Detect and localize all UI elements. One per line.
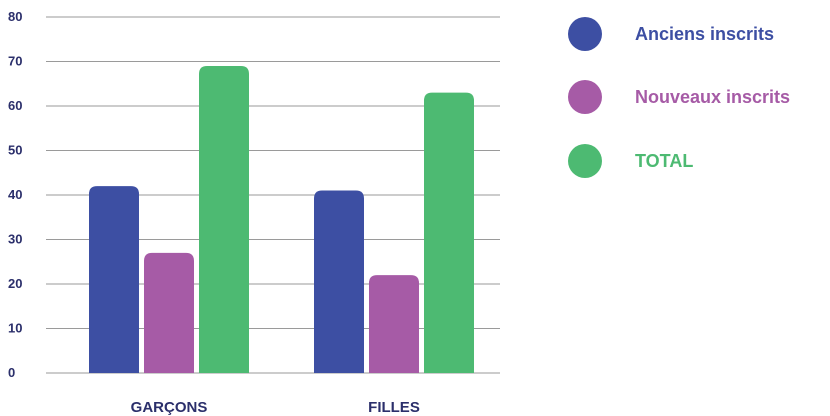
x-category-label: GARÇONS	[131, 399, 208, 416]
y-tick-label: 0	[8, 365, 15, 380]
legend-swatch-total	[568, 144, 602, 178]
bar-0-1	[144, 252, 194, 373]
legend-label-nouveaux-inscrits: Nouveaux inscrits	[635, 86, 791, 107]
bar-1-0	[314, 190, 364, 373]
legend-swatch-anciens-inscrits	[568, 17, 602, 51]
y-tick-label: 10	[8, 321, 22, 336]
y-tick-label: 60	[8, 98, 22, 113]
legend-swatch-nouveaux-inscrits	[568, 80, 602, 114]
y-tick-label: 30	[8, 232, 22, 247]
y-tick-label: 70	[8, 54, 22, 69]
bar-0-2	[199, 65, 249, 373]
legend-label-total: TOTAL	[635, 150, 694, 171]
legend-item-anciens-inscrits: Anciens inscrits	[568, 17, 830, 51]
bar-0-0	[89, 186, 139, 373]
legend-label-anciens-inscrits: Anciens inscrits	[635, 23, 775, 44]
bar-1-2	[424, 92, 474, 374]
legend-item-nouveaux-inscrits: Nouveaux inscrits	[568, 80, 830, 114]
y-axis-tick-labels: 0 10 20 30 40 50 60 70 80	[8, 9, 22, 380]
x-category-label: FILLES	[368, 399, 420, 416]
x-axis-category-labels: GARÇONS FILLES	[131, 399, 420, 416]
bar-1-1	[369, 275, 419, 373]
y-tick-label: 80	[8, 9, 22, 24]
y-tick-label: 50	[8, 143, 22, 158]
legend-item-total: TOTAL	[568, 144, 830, 178]
y-tick-label: 20	[8, 276, 22, 291]
bar-chart: 0 10 20 30 40 50 60 70 80 GARÇONS FILLES	[8, 9, 500, 416]
y-tick-label: 40	[8, 187, 22, 202]
bars	[89, 65, 474, 374]
